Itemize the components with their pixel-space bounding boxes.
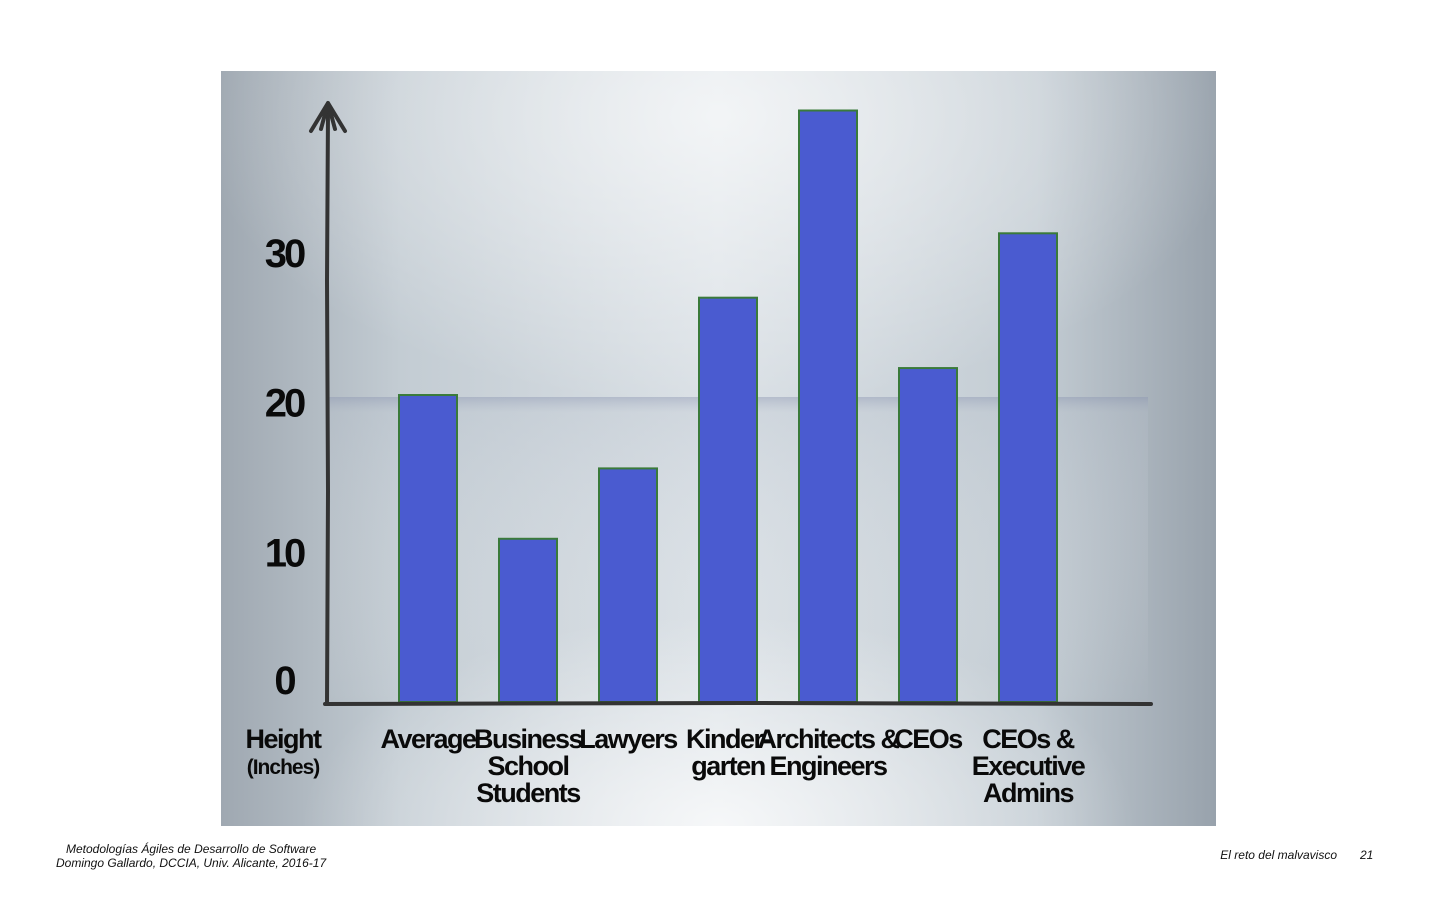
x-tick-label: Business School Students bbox=[474, 724, 583, 808]
bar bbox=[498, 537, 558, 703]
x-tick-label: Average bbox=[380, 724, 477, 754]
y-tick-label: 10 bbox=[265, 531, 305, 575]
bar bbox=[598, 467, 658, 703]
bars-group bbox=[398, 109, 1058, 704]
x-tick-label: Kinder-garten bbox=[686, 724, 771, 781]
footer-author: Domingo Gallardo, DCCIA, Univ. Alicante,… bbox=[56, 856, 327, 870]
bar bbox=[898, 367, 958, 703]
page-number: 21 bbox=[1360, 848, 1374, 862]
y-tick-label: 0 bbox=[274, 659, 295, 703]
bar bbox=[398, 394, 458, 703]
y-axis-arrow-icon bbox=[309, 101, 347, 133]
footer-slide-title: El reto del malvavisco bbox=[1220, 848, 1337, 862]
chart-image: 0 10 20 30 Average Business School Students Law… bbox=[221, 71, 1216, 826]
axes-group bbox=[309, 101, 1153, 706]
y-axis-unit: (Inches) bbox=[247, 756, 320, 779]
x-tick-label: Lawyers bbox=[579, 724, 677, 754]
y-tick-label: 20 bbox=[265, 382, 305, 426]
bar bbox=[798, 109, 858, 703]
x-tick-label: CEOs bbox=[894, 724, 962, 754]
x-tick-label: Architects & Engineers bbox=[757, 724, 899, 781]
y-axis-title: Height bbox=[246, 724, 323, 754]
bar bbox=[698, 296, 758, 703]
x-tick-label: CEOs & Executive Admins bbox=[972, 724, 1086, 808]
footer-credits: Metodologías Ágiles de Desarrollo de Sof… bbox=[56, 842, 326, 870]
y-tick-label: 30 bbox=[265, 232, 305, 276]
x-axis-line bbox=[323, 700, 1153, 706]
bar bbox=[998, 232, 1058, 704]
y-tick-labels: 0 10 20 30 bbox=[265, 232, 308, 703]
footer-course: Metodologías Ágiles de Desarrollo de Sof… bbox=[65, 842, 317, 856]
y-axis-line bbox=[324, 109, 331, 706]
